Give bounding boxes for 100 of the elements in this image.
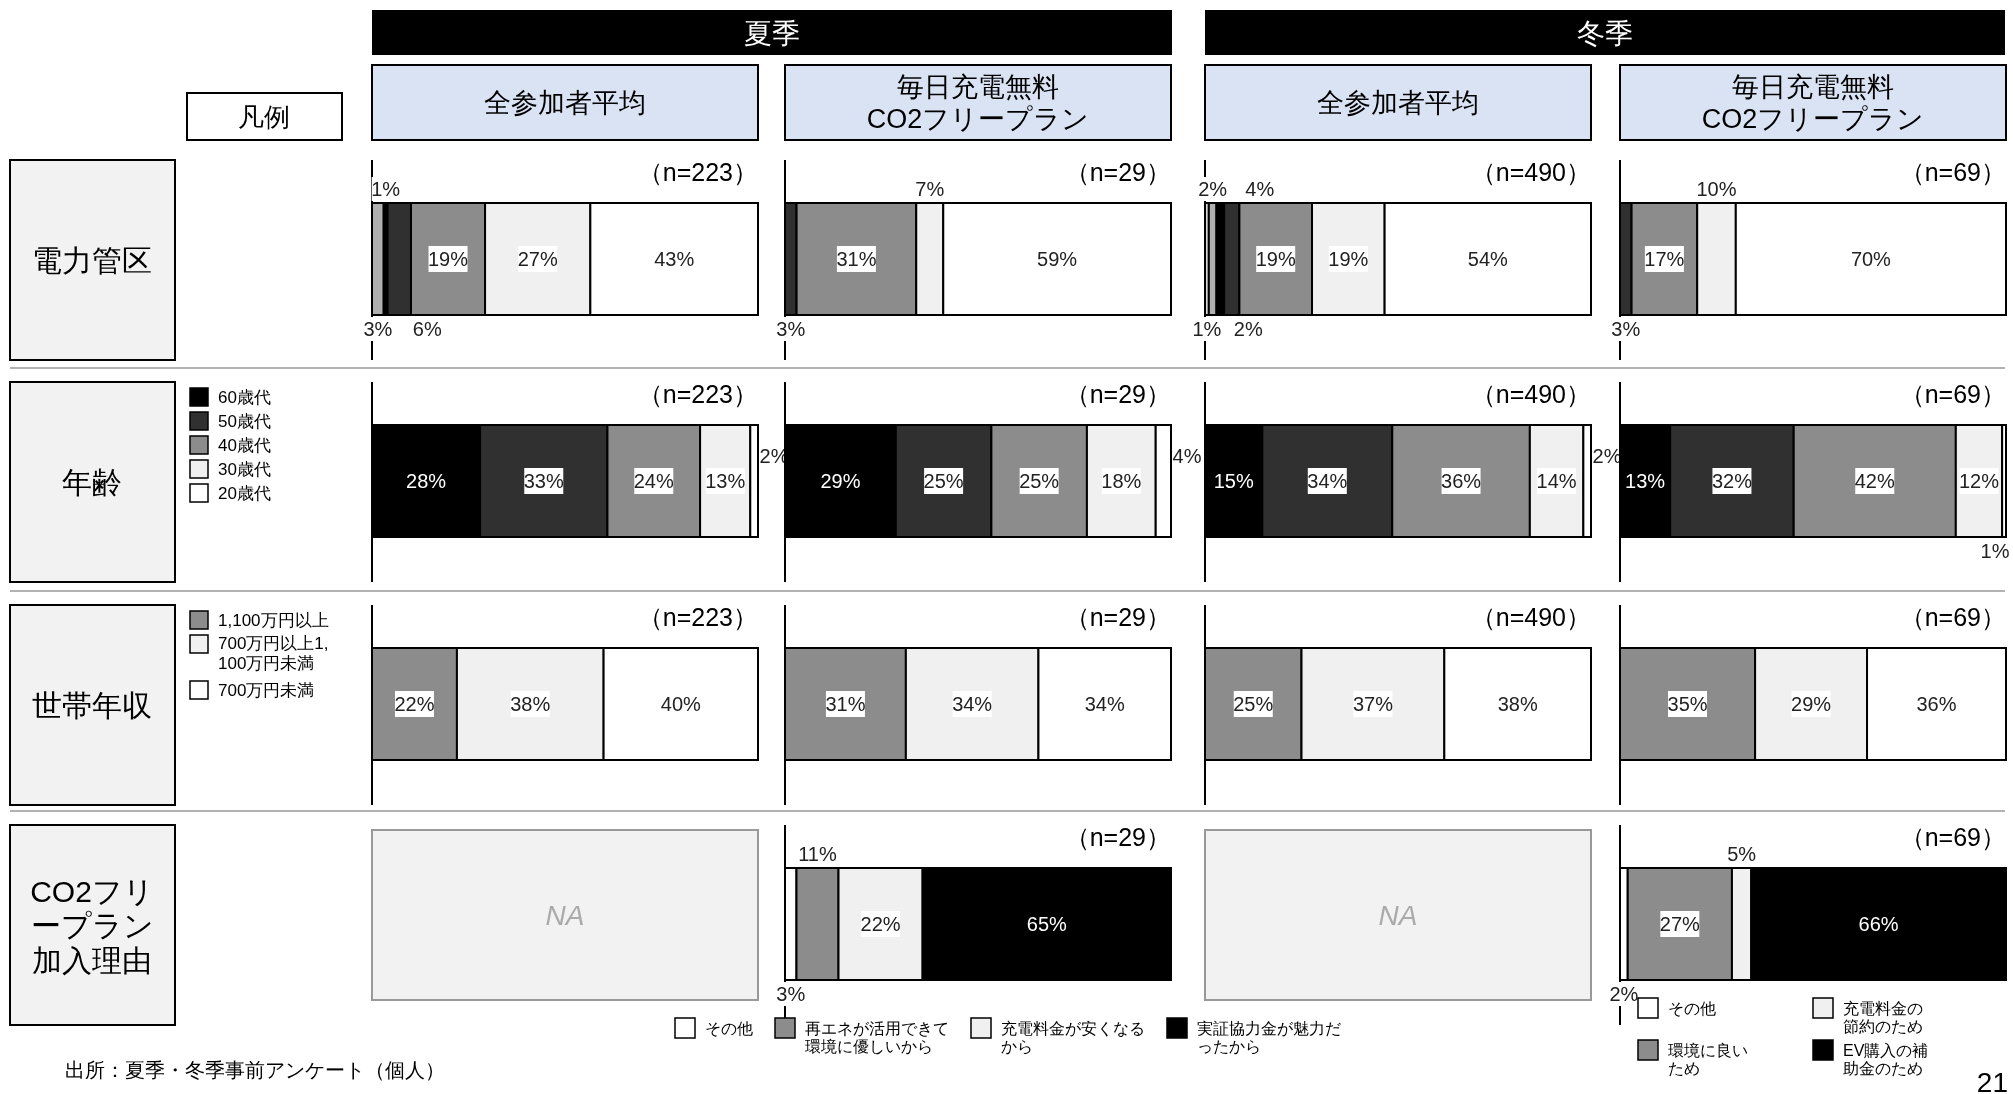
legend-label: 1,100万円以上	[218, 610, 329, 630]
data-label: 22%	[394, 693, 435, 715]
data-label: 38%	[510, 693, 551, 715]
text: （n=69）	[1899, 380, 2006, 408]
data-label: 6%	[412, 318, 442, 340]
data-label: 3%	[363, 318, 393, 340]
data-label: 33%	[523, 470, 564, 492]
text: （n=490）	[1470, 603, 1591, 631]
legend-label: 充電料金が安くなるから	[1001, 1019, 1145, 1055]
y-axis-title: 年齢	[62, 465, 122, 499]
text: 21	[1976, 1066, 2008, 1094]
data-label: 54%	[1467, 248, 1509, 270]
data-label: 59%	[1037, 248, 1078, 270]
legend-label: 50歳代	[218, 411, 271, 431]
data-label: 19%	[1255, 248, 1296, 270]
legend-label: 実証協力金が魅力だったから	[1197, 1019, 1341, 1055]
data-label: 15%	[1213, 470, 1254, 492]
data-label: 35%	[1667, 693, 1708, 715]
data-label: 27%	[1659, 913, 1701, 935]
data-label: 34%	[952, 693, 993, 715]
data-label: 65%	[1026, 913, 1068, 935]
legend-label: 環境に良いため	[1668, 1041, 1748, 1077]
legend-label: その他	[1668, 999, 1716, 1017]
data-label: 27%	[517, 248, 558, 270]
text: （n=29）	[1064, 603, 1171, 631]
text: （n=69）	[1899, 823, 2006, 851]
legend-label: 30歳代	[218, 459, 271, 479]
text: 毎日充電無料 CO2フリープラン	[1701, 72, 1925, 134]
text: 冬季	[1577, 17, 1633, 49]
data-label: 38%	[1497, 693, 1538, 715]
data-label: 25%	[923, 470, 964, 492]
legend-label: 40歳代	[218, 435, 271, 455]
data-label: 5%	[1727, 843, 1757, 865]
legend-label: その他	[705, 1019, 753, 1037]
data-label: 42%	[1854, 470, 1895, 492]
data-label: 43%	[654, 248, 695, 270]
data-label: 24%	[633, 470, 675, 492]
text: （n=223）	[637, 380, 758, 408]
legend-label: 700万円未満	[218, 680, 315, 700]
data-label: 40%	[660, 693, 702, 715]
data-label: 31%	[836, 248, 877, 270]
data-label: 36%	[1441, 470, 1482, 492]
data-label: 25%	[1233, 693, 1274, 715]
data-label: 3%	[1611, 318, 1641, 340]
data-label: 7%	[915, 178, 945, 200]
text: （n=29）	[1064, 380, 1171, 408]
data-label: 22%	[860, 913, 901, 935]
y-axis-title: 世帯年収	[32, 688, 152, 722]
data-label: 1%	[371, 178, 401, 200]
data-label: 29%	[820, 470, 861, 492]
data-label: 13%	[1625, 470, 1666, 492]
data-label: 12%	[1958, 470, 2000, 492]
data-label: 31%	[825, 693, 866, 715]
text: 出所：夏季・冬季事前アンケート（個人）	[65, 1059, 445, 1081]
text: （n=29）	[1064, 158, 1171, 186]
data-label: 37%	[1352, 693, 1394, 715]
data-label: 2%	[1609, 983, 1639, 1005]
data-label: 36%	[1916, 693, 1957, 715]
y-axis-title: 電力管区	[32, 243, 152, 277]
data-label: 3%	[776, 983, 806, 1005]
data-label: 13%	[705, 470, 746, 492]
data-label: 14%	[1536, 470, 1577, 492]
text: （n=69）	[1899, 158, 2006, 186]
text: 全参加者平均	[484, 88, 646, 118]
data-label: 34%	[1084, 693, 1125, 715]
legend-label: 再エネが活用できて環境に優しいから	[805, 1019, 949, 1055]
data-label: 17%	[1644, 248, 1685, 270]
text: （n=29）	[1064, 823, 1171, 851]
data-label: 1%	[1192, 318, 1222, 340]
data-label: 32%	[1711, 470, 1753, 492]
data-label: 3%	[776, 318, 806, 340]
data-label: 25%	[1019, 470, 1060, 492]
text: （n=223）	[637, 158, 758, 186]
legend-label: 20歳代	[218, 483, 271, 503]
data-label: 70%	[1850, 248, 1892, 270]
legend-label: 60歳代	[218, 387, 271, 407]
data-label: 66%	[1858, 913, 1899, 935]
text: 凡例	[238, 102, 290, 132]
data-label: 28%	[406, 470, 447, 492]
data-label: 10%	[1696, 178, 1737, 200]
data-label: 34%	[1307, 470, 1348, 492]
data-label: 19%	[428, 248, 469, 270]
data-label: 29%	[1791, 693, 1832, 715]
text: NA	[1378, 899, 1418, 931]
legend-label: 700万円以上1,100万円未満	[218, 633, 329, 673]
data-label: 18%	[1101, 470, 1142, 492]
data-label: 2%	[1198, 178, 1228, 200]
data-label: 1%	[1980, 540, 2010, 562]
text: （n=490）	[1470, 158, 1591, 186]
text: （n=69）	[1899, 603, 2006, 631]
data-label: 19%	[1328, 248, 1369, 270]
text: NA	[545, 899, 585, 931]
text: 夏季	[744, 17, 800, 49]
legend-label: EV購入の補助金のため	[1843, 1041, 1929, 1077]
data-label: 4%	[1245, 178, 1275, 200]
text: 全参加者平均	[1317, 88, 1479, 118]
data-label: 2%	[1233, 318, 1263, 340]
data-label: 4%	[1172, 445, 1202, 467]
data-label: 11%	[798, 843, 837, 865]
text: （n=223）	[637, 603, 758, 631]
